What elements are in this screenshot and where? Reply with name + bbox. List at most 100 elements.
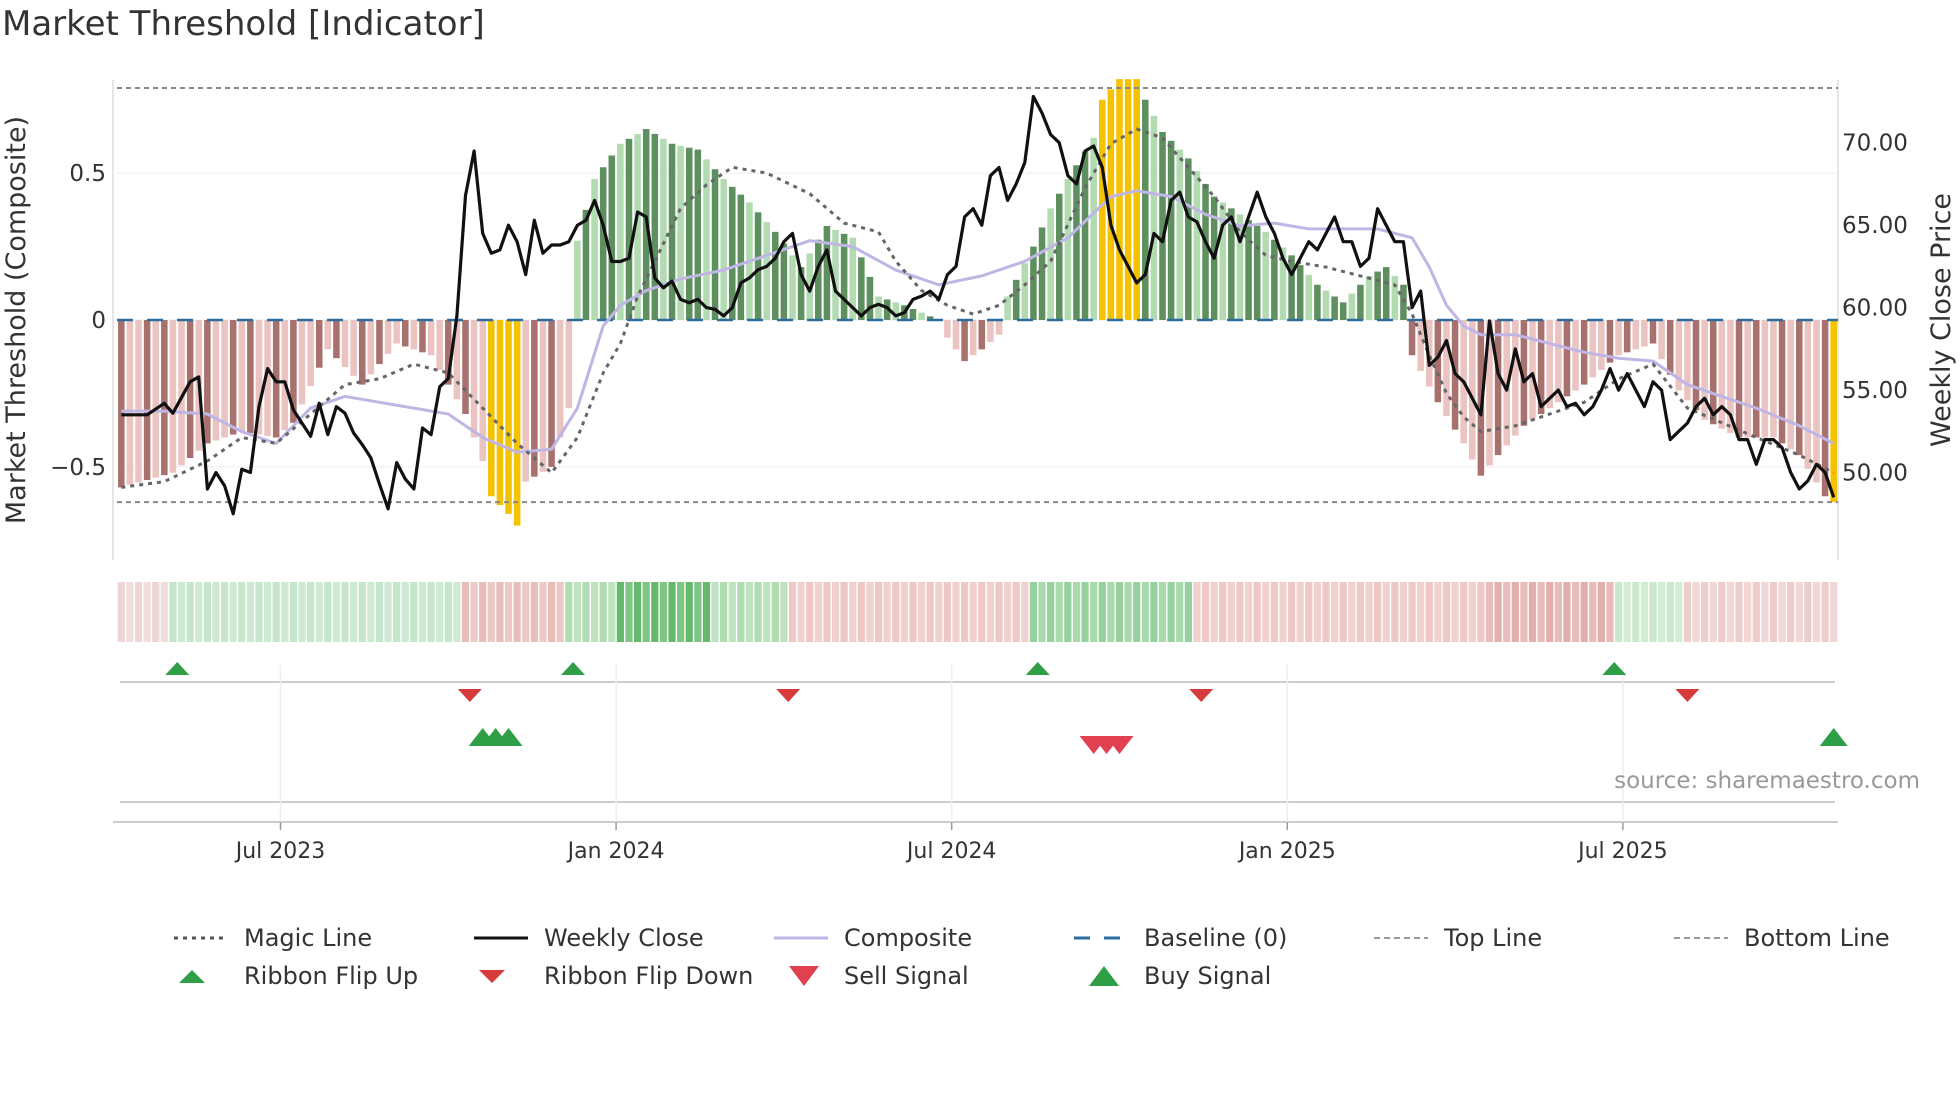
composite-bar <box>143 320 151 481</box>
x-tick-label: Jan 2024 <box>566 839 665 864</box>
composite-bar <box>634 133 641 320</box>
ribbon-cell <box>1821 582 1829 642</box>
ribbon-cell <box>1735 582 1743 642</box>
ribbon-cell <box>539 582 547 642</box>
ribbon-cell <box>728 582 736 642</box>
composite-bar <box>1589 320 1597 378</box>
legend-sell-signal: Sell Signal <box>772 962 969 990</box>
ribbon-cell <box>1692 582 1700 642</box>
x-tick-label: Jul 2023 <box>234 839 326 864</box>
ribbon-cell <box>849 582 857 642</box>
source-label: source: sharemaestro.com <box>1614 768 1920 794</box>
ribbon-cell <box>1744 582 1752 642</box>
composite-bar <box>1176 149 1183 320</box>
ribbon-cell <box>1124 582 1132 642</box>
right-tick-label: 60.00 <box>1842 296 1908 322</box>
ribbon-cell <box>909 582 917 642</box>
composite-bar <box>1314 284 1321 320</box>
ribbon-cell <box>857 582 865 642</box>
ribbon-cell <box>1244 582 1253 642</box>
ribbon-flip-up-marker <box>561 662 586 675</box>
ribbon-flip-up-marker <box>1025 662 1050 675</box>
composite-bar <box>1796 320 1803 456</box>
ribbon-cell <box>401 582 409 642</box>
ribbon-cell <box>711 582 719 642</box>
legend-label: Weekly Close <box>544 924 704 952</box>
ribbon-cell <box>1675 582 1683 642</box>
ribbon-cell <box>1081 582 1089 642</box>
composite-bar <box>1658 320 1665 360</box>
composite-bar <box>539 320 547 472</box>
ribbon-cell <box>1649 582 1657 642</box>
ribbon-cell <box>754 582 762 642</box>
ribbon-cell <box>393 582 401 642</box>
composite-bar <box>832 229 839 320</box>
ribbon-cell <box>1133 582 1141 642</box>
ribbon-cell <box>1632 582 1640 642</box>
composite-bar <box>660 138 667 320</box>
ribbon-cell <box>1787 582 1795 642</box>
ribbon-cell <box>436 582 444 642</box>
ribbon-cell <box>1752 582 1760 642</box>
buy-signal-marker <box>1819 728 1848 746</box>
composite-bar <box>1494 320 1502 456</box>
ribbon-cell <box>771 582 779 642</box>
composite-bar <box>1305 274 1313 320</box>
ribbon-cell <box>1597 582 1605 642</box>
composite-bar <box>1382 267 1390 320</box>
left-tick-label: 0 <box>91 308 106 334</box>
composite-bar <box>1469 320 1476 460</box>
legend-label: Sell Signal <box>844 962 969 990</box>
y-axis-label-left: Market Threshold (Composite) <box>1 116 32 524</box>
ribbon-cell <box>281 582 289 642</box>
dashed-line-icon <box>1674 937 1728 939</box>
x-tick-label: Jul 2025 <box>1576 839 1668 864</box>
ribbon-cell <box>900 582 908 642</box>
ribbon-cell <box>1322 582 1330 642</box>
composite-bar <box>728 186 736 320</box>
composite-bar <box>1701 320 1708 420</box>
ribbon-cell <box>831 582 840 642</box>
composite-bar <box>1167 140 1175 320</box>
composite-bar <box>1271 239 1278 320</box>
composite-bar <box>1727 320 1734 434</box>
ribbon-cell <box>479 582 487 642</box>
composite-bar <box>1021 263 1029 320</box>
ribbon-cell <box>332 582 341 642</box>
dashed-line-icon <box>1074 936 1128 940</box>
ribbon-cell <box>315 582 323 642</box>
composite-bar <box>1064 179 1072 320</box>
ribbon-cell <box>1055 582 1063 642</box>
composite-bar <box>763 222 770 320</box>
composite-bar <box>272 320 280 438</box>
ribbon-cell <box>1115 582 1124 642</box>
ribbon-cell <box>203 582 211 642</box>
ribbon-cell <box>1356 582 1365 642</box>
composite-bar <box>858 257 865 320</box>
composite-bar <box>1649 320 1657 344</box>
composite-bar <box>281 320 289 431</box>
ribbon-cell <box>892 582 900 642</box>
y-axis-label-right: Weekly Close Price <box>1926 193 1957 447</box>
composite-bar <box>1142 99 1149 320</box>
composite-bar <box>212 320 220 441</box>
dotted-line-icon <box>174 936 228 940</box>
composite-bar <box>229 320 237 435</box>
composite-bar <box>1598 320 1605 370</box>
sell-signal-marker <box>1105 736 1134 754</box>
composite-bar <box>1486 320 1493 466</box>
ribbon-cell <box>1167 582 1175 642</box>
composite-bar <box>307 320 314 387</box>
ribbon-cell <box>1614 582 1623 642</box>
composite-bar <box>264 320 271 437</box>
ribbon-cell <box>547 582 556 642</box>
weekly-close-line <box>121 94 1836 516</box>
legend-label: Buy Signal <box>1144 962 1272 990</box>
ribbon-cell <box>1494 582 1502 642</box>
composite-bar <box>1073 165 1080 320</box>
ribbon-cell <box>220 582 229 642</box>
composite-bar <box>393 320 400 344</box>
ribbon-cell <box>1038 582 1046 642</box>
composite-bar <box>1408 320 1416 356</box>
ribbon-cell <box>1528 582 1537 642</box>
